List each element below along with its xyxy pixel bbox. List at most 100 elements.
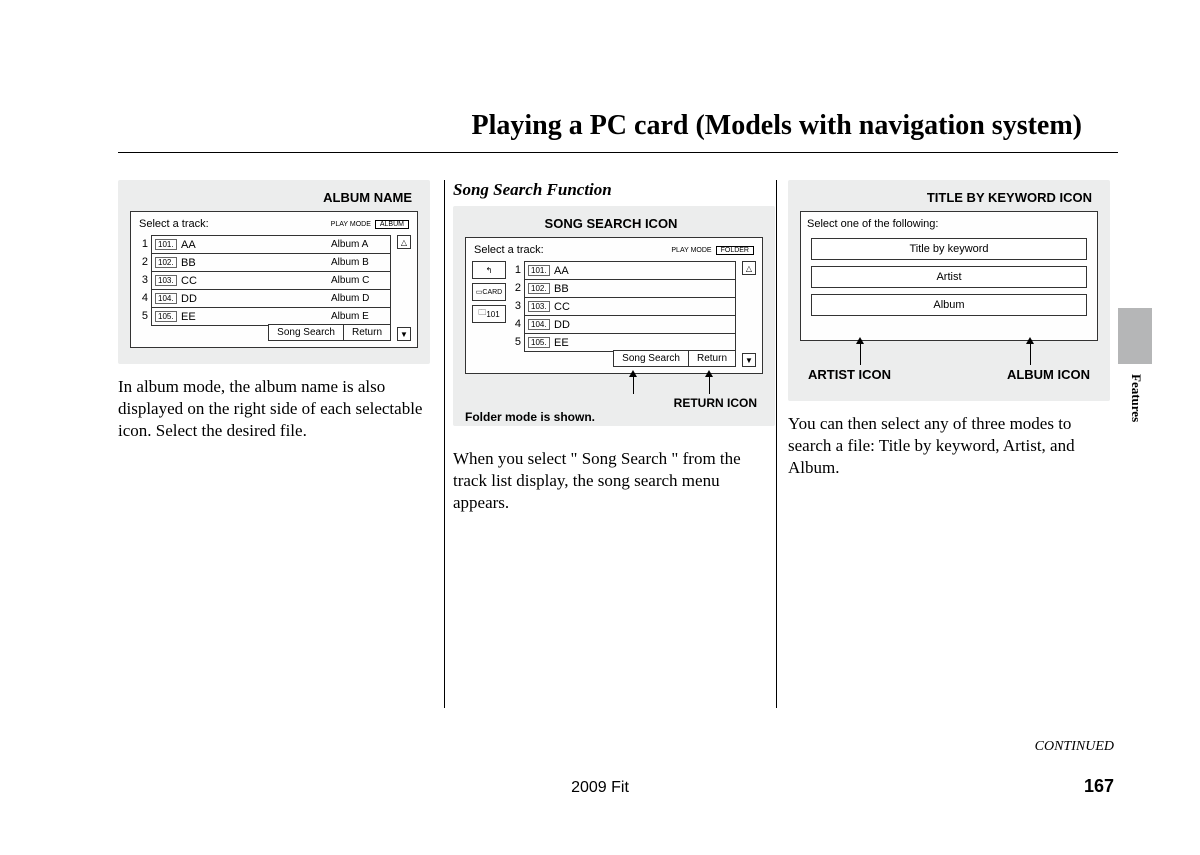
scroll-down-button[interactable]: ▼ <box>397 327 411 341</box>
row-index: 5 <box>137 307 151 325</box>
screen-album: Select a track: PLAY MODE ALBUM 1 101. A… <box>130 211 418 348</box>
page-number: 167 <box>1084 776 1114 797</box>
arrow-to-artist-icon <box>860 343 861 365</box>
track-number: 101. <box>155 239 177 250</box>
col2-body-text: When you select " Song Search " from the… <box>453 448 775 514</box>
panel-search-modes: TITLE BY KEYWORD ICON Select one of the … <box>788 180 1110 401</box>
row-index: 2 <box>137 253 151 271</box>
folder-up-icon[interactable]: ↰ <box>472 261 506 279</box>
song-search-heading: Song Search Function <box>453 180 775 200</box>
song-search-button[interactable]: Song Search <box>268 324 344 341</box>
play-mode-label: PLAY MODE <box>671 247 711 254</box>
row-index: 4 <box>137 289 151 307</box>
scroll-down-button[interactable]: ▼ <box>742 353 756 367</box>
columns: ALBUM NAME Select a track: PLAY MODE ALB… <box>118 180 1110 514</box>
continued-label: CONTINUED <box>1035 739 1114 755</box>
panel-folder-title: SONG SEARCH ICON <box>465 216 763 231</box>
folder-icon[interactable]: 🗀101 <box>472 305 506 323</box>
song-search-button[interactable]: Song Search <box>613 350 689 367</box>
track-item[interactable]: 103. CC Album C <box>151 271 391 290</box>
screen-search-modes: Select one of the following: Title by ke… <box>800 211 1098 341</box>
arrow-to-song-search-icon <box>633 376 634 394</box>
album-name: Album D <box>331 293 387 304</box>
side-section-label: Features <box>1128 374 1144 422</box>
album-name: Album B <box>331 257 387 268</box>
scroll-column: △ ▼ <box>397 235 411 341</box>
page-title: Playing a PC card (Models with navigatio… <box>471 110 1082 142</box>
track-item[interactable]: 103. CC <box>524 297 736 316</box>
mode-badge-album[interactable]: ALBUM <box>375 220 409 229</box>
track-item[interactable]: 102. BB Album B <box>151 253 391 272</box>
track-name: DD <box>181 293 316 305</box>
panel-album: ALBUM NAME Select a track: PLAY MODE ALB… <box>118 180 430 364</box>
artist-icon-label: ARTIST ICON <box>808 367 891 382</box>
track-list: 1 101. AA Album A 2 102. <box>137 235 391 341</box>
card-icon[interactable]: ▭ CARD <box>472 283 506 301</box>
arrow-to-return-icon <box>709 376 710 394</box>
table-row: 2 102. BB <box>510 279 736 297</box>
track-list: 1 101. AA 2 102. BB <box>510 261 736 367</box>
track-item[interactable]: 102. BB <box>524 279 736 298</box>
scroll-up-button[interactable]: △ <box>397 235 411 249</box>
col3-body-text: You can then select any of three modes t… <box>788 413 1110 479</box>
folder-nav-icons: ↰ ▭ CARD 🗀101 <box>472 261 506 367</box>
screen-header: Select a track: PLAY MODE ALBUM <box>137 218 411 230</box>
return-button[interactable]: Return <box>343 324 391 341</box>
track-item[interactable]: 104. DD <box>524 315 736 334</box>
track-name: CC <box>554 301 732 313</box>
col1-body-text: In album mode, the album name is also di… <box>118 376 430 442</box>
title-rule <box>118 152 1118 153</box>
screen-footer: Song Search Return <box>137 324 391 341</box>
track-item[interactable]: 101. AA <box>524 261 736 280</box>
scroll-column: △ ▼ <box>742 261 756 367</box>
track-name: BB <box>181 257 316 269</box>
table-row: 1 101. AA Album A <box>137 235 391 253</box>
return-button[interactable]: Return <box>688 350 736 367</box>
screen-folder: Select a track: PLAY MODE FOLDER ↰ ▭ CAR… <box>465 237 763 374</box>
play-mode-area: PLAY MODE FOLDER <box>671 246 754 255</box>
row-index: 3 <box>137 271 151 289</box>
column-3: TITLE BY KEYWORD ICON Select one of the … <box>775 180 1110 514</box>
album-icon-label: ALBUM ICON <box>1007 367 1090 382</box>
track-area: ↰ ▭ CARD 🗀101 1 101. AA <box>472 261 756 367</box>
table-row: 4 104. DD Album D <box>137 289 391 307</box>
screen-header: Select a track: PLAY MODE FOLDER <box>472 244 756 256</box>
screen-prompt: Select a track: <box>474 244 544 256</box>
track-name: AA <box>181 239 316 251</box>
track-name: AA <box>554 265 732 277</box>
track-number: 102. <box>155 257 177 268</box>
folder-mode-caption: Folder mode is shown. <box>465 410 595 424</box>
table-row: 1 101. AA <box>510 261 736 279</box>
artist-option[interactable]: Artist <box>811 266 1087 288</box>
track-area: 1 101. AA Album A 2 102. <box>137 235 411 341</box>
return-icon-label: RETURN ICON <box>674 396 757 410</box>
track-number: 103. <box>155 275 177 286</box>
scroll-up-button[interactable]: △ <box>742 261 756 275</box>
table-row: 3 103. CC <box>510 297 736 315</box>
screen-prompt: Select one of the following: <box>807 218 1091 230</box>
album-name: Album E <box>331 311 387 322</box>
play-mode-label: PLAY MODE <box>331 221 371 228</box>
section-thumb-tab <box>1118 308 1152 364</box>
option-list: Title by keyword Artist Album <box>807 238 1091 316</box>
table-row: 4 104. DD <box>510 315 736 333</box>
track-number: 101. <box>528 265 550 276</box>
column-1: ALBUM NAME Select a track: PLAY MODE ALB… <box>118 180 440 514</box>
track-item[interactable]: 104. DD Album D <box>151 289 391 308</box>
track-name: CC <box>181 275 316 287</box>
arrow-to-album-icon <box>1030 343 1031 365</box>
table-row: 2 102. BB Album B <box>137 253 391 271</box>
track-item[interactable]: 101. AA Album A <box>151 235 391 254</box>
table-row: 5 105. EE Album E <box>137 307 391 325</box>
row-index: 5 <box>510 333 524 351</box>
mode-badge-folder[interactable]: FOLDER <box>716 246 754 255</box>
row-index: 2 <box>510 279 524 297</box>
album-option[interactable]: Album <box>811 294 1087 316</box>
row-index: 4 <box>510 315 524 333</box>
track-name: EE <box>554 337 732 349</box>
table-row: 5 105. EE <box>510 333 736 351</box>
table-row: 3 103. CC Album C <box>137 271 391 289</box>
title-by-keyword-option[interactable]: Title by keyword <box>811 238 1087 260</box>
panel-album-title: ALBUM NAME <box>130 190 418 205</box>
track-name: BB <box>554 283 732 295</box>
